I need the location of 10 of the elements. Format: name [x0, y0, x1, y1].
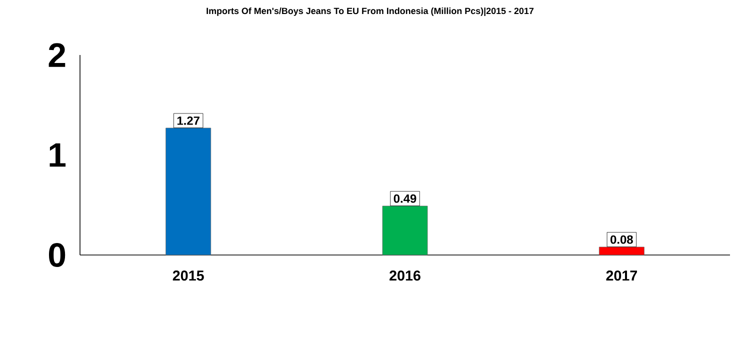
- x-tick-label: 2016: [390, 270, 420, 281]
- chart-title: Imports Of Men's/Boys Jeans To EU From Indonesia (Million Pcs)|2015 - 2017: [206, 8, 534, 16]
- data-label: 0.49: [394, 194, 416, 203]
- y-tick-label: 0: [48, 243, 66, 267]
- data-label: 1.27: [177, 116, 200, 125]
- y-tick-label: 1: [50, 143, 66, 167]
- y-tick-label: 2: [48, 43, 66, 67]
- x-tick-label: 2015: [172, 270, 204, 281]
- data-label: 0.08: [610, 235, 633, 244]
- x-tick-label: 2017: [606, 270, 637, 281]
